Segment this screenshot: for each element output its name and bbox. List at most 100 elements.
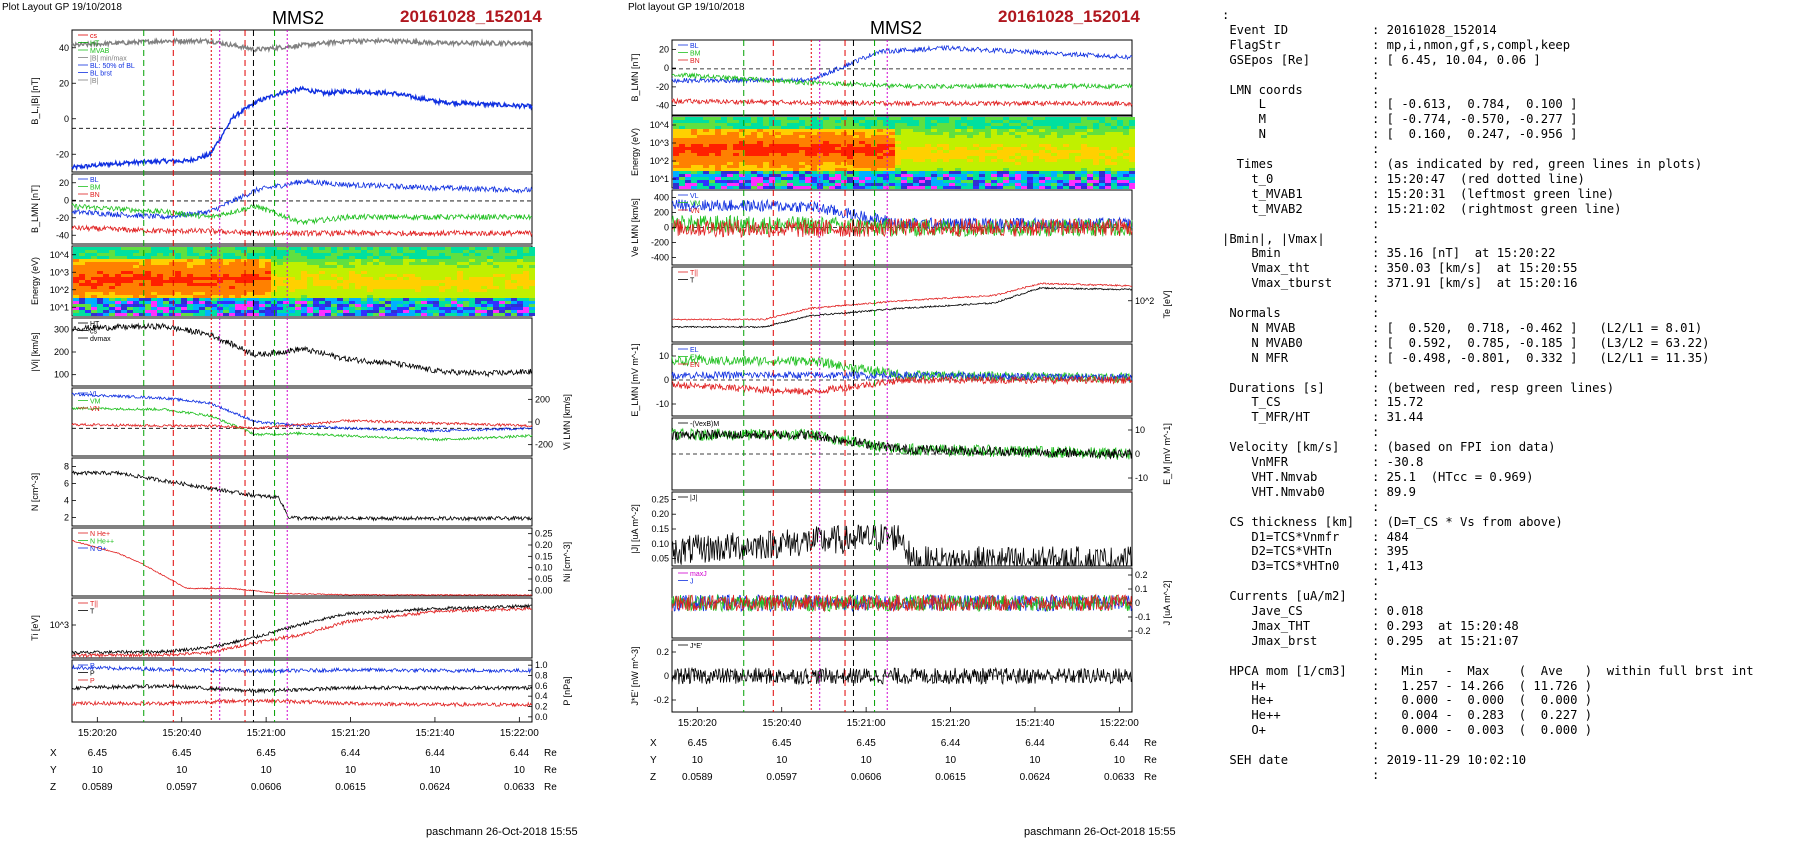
stack-panel-7: |J| 0.25 0.20 0.15 0.10 0.05 |J| [uA m^-2] — [630, 491, 1133, 568]
middle-footer: paschmann 26-Oct-2018 15:55 — [1024, 826, 1176, 838]
y-tick-label: 10^3 — [50, 267, 69, 277]
ephemeris-value: 10 — [1114, 755, 1126, 766]
ephemeris-unit: Re — [544, 748, 557, 759]
info-key: Vmax_tburst — [1222, 276, 1333, 291]
info-key: D2=TCS*VHTn — [1222, 544, 1333, 559]
y-tick-label: 0.20 — [651, 509, 669, 519]
y-axis-label: P [nPa] — [562, 676, 572, 705]
series-line — [671, 214, 1133, 238]
info-value: : 15.72 — [1372, 395, 1424, 410]
y-axis-label: B_LMN [nT] — [630, 53, 640, 101]
y-tick-label: 10^4 — [50, 250, 69, 260]
info-row: VHT.Nmvab: 25.1 (HTcc = 0.969) — [1222, 470, 1533, 485]
info-value: : 2019-11-29 10:02:10 — [1372, 753, 1527, 767]
y-tick-label: 40 — [59, 43, 69, 53]
x-tick-label: 15:21:20 — [331, 728, 370, 739]
info-value: : 25.1 (HTcc = 0.969) — [1372, 469, 1534, 484]
panel-frame — [71, 659, 533, 723]
ephemeris-value: 6.44 — [1110, 738, 1130, 749]
info-value: : 395 — [1372, 544, 1409, 559]
stack-panel-6: -(VexB)M 10 0 -10 E_M [mV m^-1] — [671, 417, 1172, 491]
y-tick-label: 0 — [664, 63, 669, 73]
info-value: : [ 0.592, 0.785, -0.185 ] (L3/L2 = 63.2… — [1372, 335, 1710, 350]
info-key: LMN coords — [1222, 82, 1303, 97]
series-line — [671, 666, 1133, 686]
info-row: Jave_CS: 0.018 — [1222, 604, 1423, 619]
x-tick-label: 15:20:20 — [678, 718, 717, 729]
info-value: : 15:20:47 (red dotted line) — [1372, 171, 1585, 186]
series-line — [71, 540, 532, 597]
y-tick-label: -0.2 — [653, 695, 669, 705]
y-tick-label: -200 — [535, 440, 553, 450]
info-key: D3=TCS*VHTn0 — [1222, 559, 1340, 574]
legend-entry: dvmax — [90, 336, 111, 343]
info-value: : 0.295 at 15:21:07 — [1372, 633, 1519, 648]
info-row: : — [1222, 366, 1379, 381]
info-row: Currents [uA/m2]: — [1222, 589, 1379, 604]
legend-entry: T|| — [690, 270, 698, 277]
series-line — [671, 282, 1133, 321]
info-value: : 484 — [1372, 529, 1409, 544]
info-value: : (based on FPI ion data) — [1372, 440, 1556, 455]
y-tick-label: 10^3 — [650, 138, 669, 148]
info-row: : — [1222, 649, 1379, 664]
y-tick-label: 6 — [64, 479, 69, 489]
x-tick-label: 15:22:00 — [500, 728, 539, 739]
info-row: t_MVAB1: 15:20:31 (leftmost green line) — [1222, 187, 1614, 202]
ephemeris-value: 6.45 — [256, 748, 276, 759]
info-key: FlagStr — [1222, 37, 1281, 52]
series-line — [71, 203, 533, 226]
info-key: Jmax_brst — [1222, 633, 1318, 648]
info-key: Bmin — [1222, 246, 1281, 261]
info-row: : — [1222, 291, 1379, 306]
info-row: He+: 0.000 - 0.000 ( 0.000 ) — [1222, 693, 1592, 708]
info-key: Durations [s] — [1222, 380, 1325, 395]
legend-entry: cs — [90, 329, 98, 336]
info-value: : — [1372, 306, 1380, 320]
panel-legend: N He+N He++N O+ — [78, 531, 114, 553]
middle-spacecraft-title: MMS2 — [870, 18, 923, 38]
info-key: Times — [1222, 157, 1274, 171]
y-axis-label: Vi LMN [km/s] — [562, 394, 572, 450]
info-value: : 89.9 — [1372, 484, 1417, 499]
ephemeris-row-label: X — [650, 738, 657, 749]
info-row: : — [1222, 574, 1379, 589]
ephemeris-value: 10 — [429, 765, 441, 776]
legend-entry: cs — [90, 33, 98, 40]
info-key: He++ — [1222, 708, 1281, 723]
ephemeris-value: 10 — [92, 765, 104, 776]
info-row: Jmax_brst : 0.295 at 15:21:07 — [1222, 633, 1519, 649]
series-line — [671, 286, 1133, 329]
y-tick-label: 0 — [64, 114, 69, 124]
info-key: Event ID — [1222, 22, 1289, 37]
ephemeris-value: 6.44 — [425, 748, 445, 759]
y-tick-label: 300 — [54, 324, 69, 334]
info-key: HPCA mom [1/cm3] — [1222, 663, 1347, 678]
y-tick-label: 10^1 — [50, 302, 69, 312]
info-row: N MVAB0: [ 0.592, 0.785, -0.185 ] (L3/L2… — [1222, 335, 1710, 351]
ephemeris-value: 10 — [945, 755, 957, 766]
y-tick-label: 10^1 — [650, 174, 669, 184]
info-row: : — [1222, 500, 1379, 515]
series-line — [671, 370, 1133, 382]
ephemeris-value: 0.0589 — [82, 782, 113, 793]
info-value: : — [1372, 574, 1380, 589]
ephemeris-value: 6.44 — [941, 738, 961, 749]
ephemeris-value: 10 — [261, 765, 273, 776]
ephemeris-row-label: Y — [50, 765, 57, 776]
y-tick-label: 0.6 — [535, 681, 548, 691]
info-row: H+: 1.257 - 14.266 ( 11.726 ) — [1222, 679, 1592, 694]
info-key: L — [1222, 97, 1267, 112]
info-value: : -30.8 — [1372, 455, 1424, 469]
legend-entry: N He++ — [90, 539, 114, 546]
x-tick-label: 15:20:40 — [162, 728, 201, 739]
legend-entry: VM — [690, 201, 701, 208]
y-tick-label: 100 — [54, 370, 69, 380]
info-row: SEH date: 2019-11-29 10:02:10 — [1222, 753, 1526, 768]
x-tick-label: 15:21:00 — [247, 728, 286, 739]
info-row: L: [ -0.613, 0.784, 0.100 ] — [1222, 97, 1578, 112]
